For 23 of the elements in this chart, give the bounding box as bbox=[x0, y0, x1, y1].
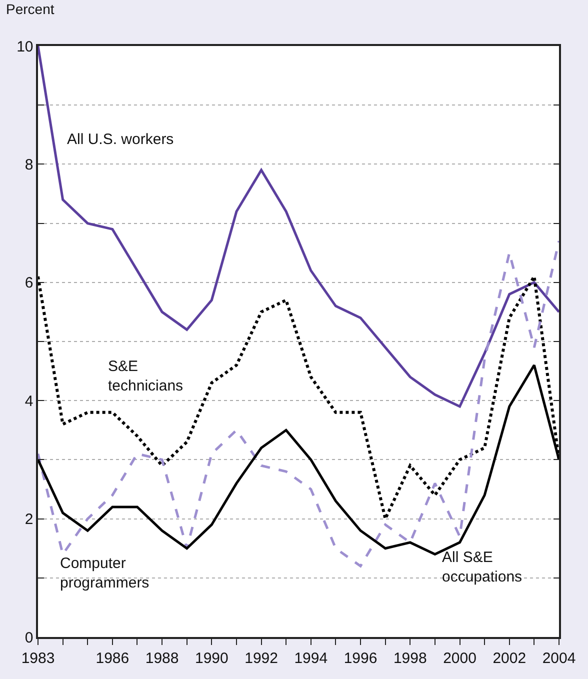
x-tick-label: 2000 bbox=[443, 650, 476, 667]
x-tick-label: 1996 bbox=[344, 650, 378, 667]
x-tick-label: 1986 bbox=[96, 650, 130, 667]
x-tick-label: 1983 bbox=[21, 650, 55, 667]
x-tick-label: 1998 bbox=[393, 650, 427, 667]
series-label: Computer programmers bbox=[60, 555, 150, 592]
series-label: All U.S. workers bbox=[67, 131, 174, 148]
line-series bbox=[38, 46, 559, 408]
y-tick-label: 6 bbox=[24, 274, 34, 292]
x-tick-label: 2004 bbox=[542, 650, 576, 667]
series-label: S&E technicians bbox=[108, 358, 184, 394]
y-tick-label: 2 bbox=[24, 511, 34, 528]
y-axis-title: Percent bbox=[6, 1, 54, 17]
x-tick-label: 1994 bbox=[294, 650, 328, 667]
x-tick-label: 2002 bbox=[492, 650, 526, 667]
x-tick-label: 1990 bbox=[194, 650, 228, 667]
y-tick-label: 8 bbox=[24, 156, 34, 174]
x-tick-label: 1988 bbox=[145, 650, 179, 667]
series-label: All S&E occupations bbox=[442, 549, 522, 586]
y-tick-label: 4 bbox=[24, 392, 34, 410]
y-tick-label: 10 bbox=[16, 38, 34, 56]
y-tick-label: 0 bbox=[24, 629, 34, 646]
x-tick-label: 1992 bbox=[244, 650, 278, 667]
